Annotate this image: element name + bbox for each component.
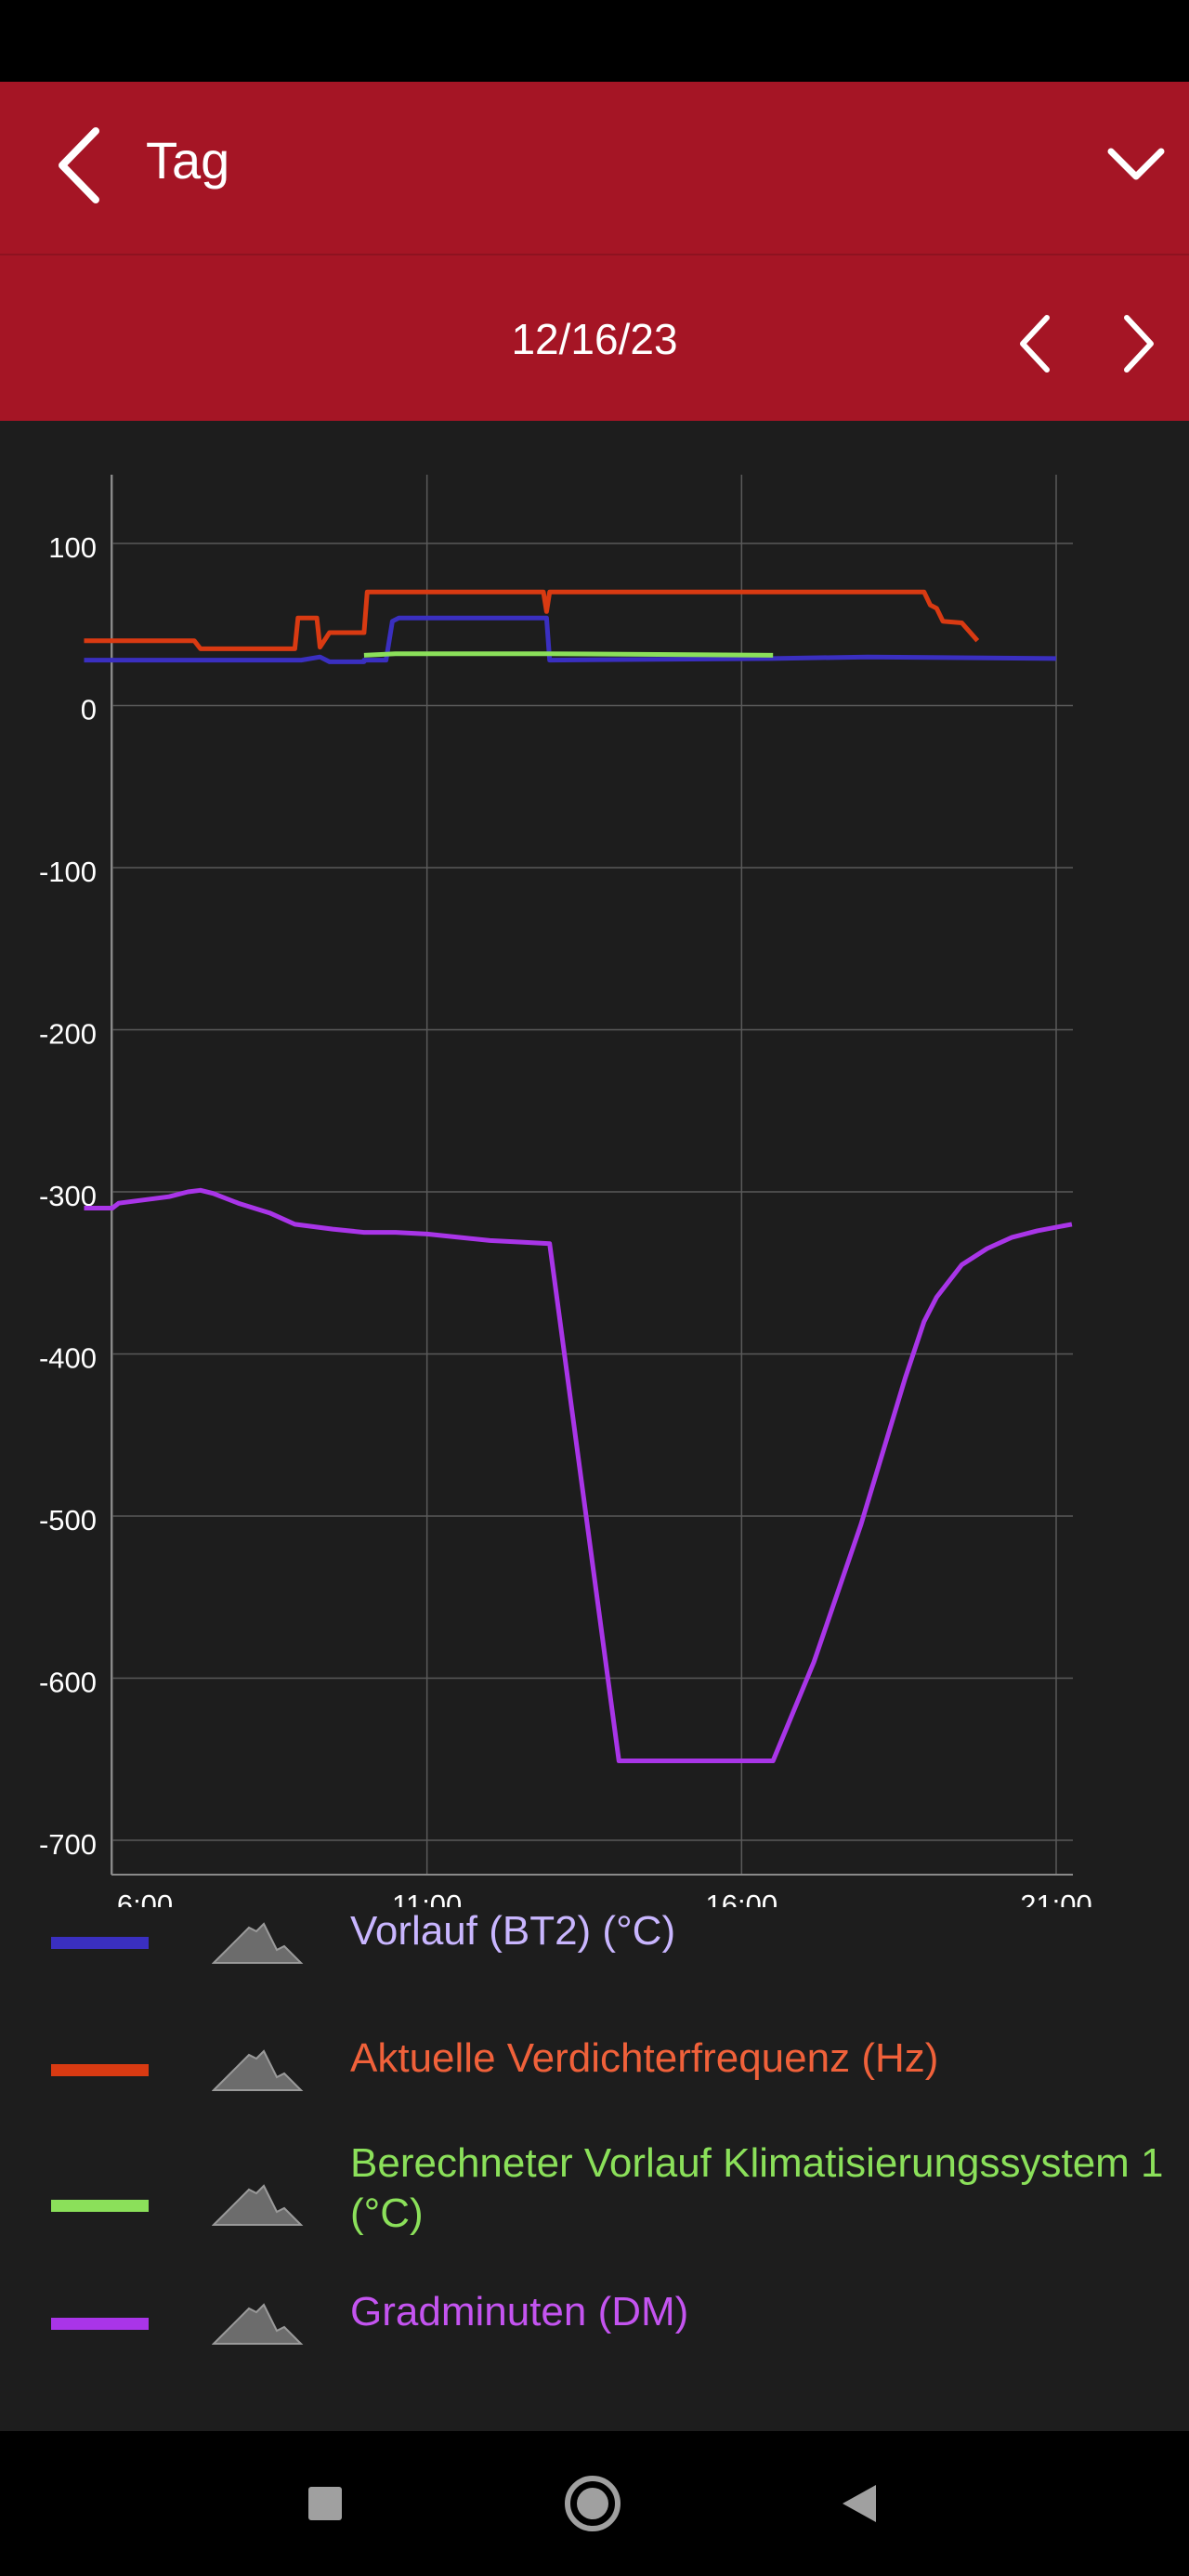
y-tick-label: -100 [39, 856, 97, 888]
legend-label: Gradminuten (DM) [350, 2289, 689, 2334]
legend-swatch [51, 2318, 149, 2330]
chart-area: 100 0 -100 -200 -300 -400 -500 -600 -700 6:00 11:0… [0, 421, 1189, 2431]
square-icon [308, 2487, 342, 2520]
legend-swatch [51, 1937, 149, 1949]
series-line-1 [84, 615, 1057, 664]
home-circle-icon [565, 2476, 621, 2531]
y-tick-label: -400 [39, 1342, 97, 1375]
mountain-area-icon[interactable] [211, 2288, 305, 2358]
previous-day-button[interactable] [1008, 307, 1064, 381]
dropdown-button[interactable] [1104, 137, 1169, 193]
mountain-area-icon[interactable] [211, 1907, 305, 1977]
y-tick-label: -500 [39, 1504, 97, 1536]
system-navigation-bar [0, 2431, 1189, 2576]
x-tick-label: 11:00 [392, 1889, 462, 1907]
back-nav-button[interactable] [839, 2483, 878, 2529]
y-tick-label: -600 [39, 1667, 97, 1699]
chevron-left-icon [1020, 315, 1050, 373]
recents-button[interactable] [307, 2485, 344, 2527]
back-button[interactable] [51, 124, 116, 207]
legend-swatch [51, 2064, 149, 2076]
series-line-2 [84, 589, 980, 651]
legend-label: Berechneter Vorlauf Klimatisierungssyste… [350, 2140, 1164, 2236]
chevron-left-icon [59, 127, 99, 203]
series-line-3 [363, 651, 774, 658]
x-tick-label: 21:00 [1020, 1889, 1092, 1907]
chevron-down-icon [1107, 148, 1165, 180]
legend-label: Aktuelle Verdichterfrequenz (Hz) [350, 2035, 939, 2081]
x-tick-label: 16:00 [706, 1889, 778, 1907]
date-navigation-bar: 12/16/23 [0, 254, 1189, 423]
page-title: Tag [146, 131, 230, 190]
y-tick-label: -200 [39, 1018, 97, 1051]
y-tick-label: 0 [81, 694, 97, 726]
mountain-area-icon[interactable] [211, 2034, 305, 2104]
mountain-area-icon[interactable] [211, 2169, 305, 2239]
app-header: Tag [0, 82, 1189, 254]
series-line-4 [84, 1187, 1073, 1763]
triangle-back-icon [843, 2485, 876, 2522]
y-tick-label: -700 [39, 1828, 97, 1861]
x-tick-label: 6:00 [117, 1889, 173, 1907]
date-label: 12/16/23 [511, 315, 678, 363]
chevron-right-icon [1124, 315, 1154, 373]
home-button[interactable] [564, 2475, 621, 2537]
status-bar [0, 0, 1189, 82]
legend-label: Vorlauf (BT2) (°C) [350, 1908, 676, 1954]
legend-swatch [51, 2200, 149, 2212]
next-day-button[interactable] [1110, 307, 1166, 381]
y-tick-label: 100 [48, 531, 97, 564]
